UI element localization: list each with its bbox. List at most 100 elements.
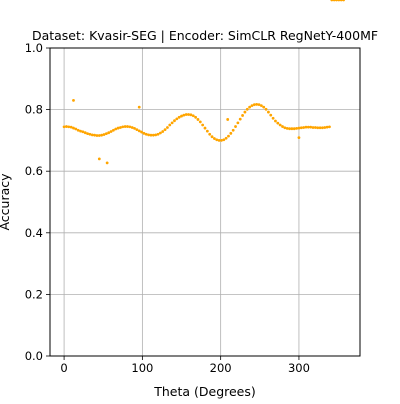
- data-point: [161, 130, 165, 133]
- data-point: [151, 133, 155, 137]
- data-point: [328, 125, 331, 129]
- data-point: [65, 125, 68, 128]
- data-point: [224, 136, 228, 140]
- data-point: [163, 128, 167, 132]
- data-point: [107, 131, 111, 135]
- data-point: [259, 104, 263, 107]
- data-point: [184, 113, 188, 116]
- chart-title: Dataset: Kvasir-SEG | Encoder: SimCLR Re…: [32, 28, 378, 43]
- data-point: [252, 103, 256, 107]
- data-point: [285, 126, 289, 130]
- data-point: [133, 126, 136, 130]
- data-point: [135, 128, 139, 132]
- data-point: [76, 128, 80, 132]
- data-point: [83, 131, 87, 135]
- data-point: [262, 105, 266, 109]
- data-point: [147, 133, 151, 137]
- data-point: [321, 126, 324, 130]
- data-point: [123, 125, 127, 128]
- data-point: [335, 0, 338, 2]
- x-tick-label: 0: [60, 361, 67, 375]
- data-point: [276, 121, 280, 125]
- data-point: [102, 133, 106, 136]
- data-point: [196, 118, 200, 121]
- data-point: [292, 127, 296, 131]
- data-point: [267, 110, 270, 114]
- data-point: [208, 132, 212, 136]
- data-point: [90, 133, 94, 137]
- data-point: [126, 125, 129, 128]
- data-point: [264, 107, 268, 111]
- data-point: [95, 134, 99, 137]
- data-point: [173, 119, 176, 123]
- data-point: [81, 130, 85, 134]
- data-point: [121, 125, 125, 129]
- data-point: [116, 126, 120, 130]
- data-point: [283, 126, 287, 130]
- data-point: [97, 134, 101, 137]
- data-point: [212, 137, 216, 140]
- data-point: [156, 132, 160, 136]
- data-point: [236, 121, 240, 125]
- outlier-point: [137, 105, 141, 109]
- data-point: [332, 0, 336, 2]
- data-point: [177, 115, 181, 119]
- data-point: [339, 0, 343, 2]
- data-point: [140, 130, 143, 134]
- outlier-point: [97, 157, 101, 161]
- data-point: [330, 0, 334, 2]
- data-point: [112, 128, 115, 132]
- data-point: [130, 126, 134, 129]
- data-point: [166, 126, 169, 129]
- data-point: [269, 113, 273, 117]
- data-point: [342, 0, 345, 2]
- data-point: [119, 126, 122, 129]
- x-axis-label: Theta (Degrees): [153, 384, 256, 399]
- data-point: [104, 132, 108, 136]
- data-point: [137, 129, 141, 133]
- data-point: [290, 127, 294, 131]
- data-point: [170, 121, 174, 125]
- data-point: [203, 126, 207, 130]
- data-point: [325, 125, 329, 129]
- outlier-point: [226, 118, 230, 121]
- data-point: [69, 125, 73, 129]
- data-point: [311, 126, 315, 129]
- data-point: [337, 0, 341, 2]
- y-tick-label: 0.2: [25, 287, 43, 301]
- points-layer: [62, 0, 345, 165]
- data-point: [318, 126, 322, 130]
- data-point: [281, 125, 284, 128]
- data-point: [238, 117, 242, 121]
- data-point: [149, 133, 153, 137]
- data-point: [180, 114, 183, 118]
- data-point: [222, 138, 226, 142]
- data-point: [245, 107, 249, 111]
- data-point: [182, 113, 186, 117]
- data-point: [243, 110, 247, 114]
- outlier-point: [105, 161, 109, 165]
- y-tick-label: 0.4: [25, 226, 43, 240]
- ticks-layer: 0 100 200 300 0.0 0.2 0.4 0.6 0.8 1.0: [25, 41, 310, 375]
- data-point: [323, 126, 327, 129]
- data-point: [154, 133, 158, 137]
- data-point: [274, 119, 277, 123]
- data-point: [144, 132, 148, 136]
- data-point: [217, 139, 221, 142]
- data-point: [86, 132, 89, 136]
- y-tick-label: 0.0: [25, 349, 43, 363]
- x-tick-label: 300: [288, 361, 310, 375]
- data-point: [175, 117, 179, 121]
- data-point: [62, 125, 66, 129]
- data-point: [313, 126, 317, 129]
- data-point: [114, 127, 118, 131]
- data-point: [215, 138, 219, 142]
- plot-frame: [49, 47, 361, 357]
- data-point: [231, 128, 235, 132]
- data-point: [229, 131, 233, 135]
- data-point: [278, 123, 282, 127]
- data-point: [74, 127, 78, 131]
- data-point: [309, 125, 313, 129]
